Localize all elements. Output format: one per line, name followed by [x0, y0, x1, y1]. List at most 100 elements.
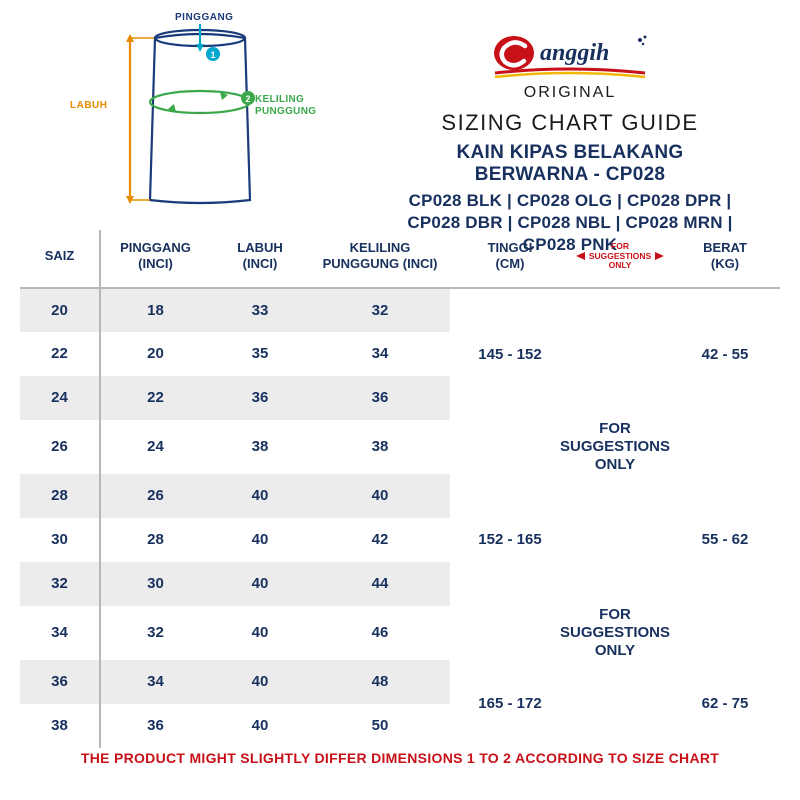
col-berat-l1: BERAT	[703, 240, 747, 255]
sugg-l2: SUGGESTIONS	[560, 624, 670, 641]
cell-spacer	[570, 474, 670, 606]
cell-labuh: 40	[210, 562, 310, 606]
cell-labuh: 40	[210, 518, 310, 562]
cell-labuh: 38	[210, 420, 310, 474]
cell-labuh: 33	[210, 288, 310, 332]
cell-labuh: 35	[210, 332, 310, 376]
col-tinggi-l1: TINGGI	[488, 240, 533, 255]
cell-pinggang: 28	[100, 518, 210, 562]
cell-pinggang: 34	[100, 660, 210, 704]
col-saiz: SAIZ	[20, 230, 100, 288]
cell-pinggang: 36	[100, 704, 210, 748]
heading-sizing-chart: SIZING CHART GUIDE	[400, 110, 740, 136]
arrow-right-icon	[655, 252, 664, 260]
sugg-l3: ONLY	[609, 260, 632, 270]
suggestions-badge-text: FOR SUGGESTIONS ONLY	[589, 242, 651, 270]
cell-spacer	[570, 288, 670, 420]
sugg-l1: FOR	[599, 420, 631, 437]
cell-pinggang: 26	[100, 474, 210, 518]
cell-saiz: 26	[20, 420, 100, 474]
diagram-label-keliling-l1: KELILING	[255, 94, 304, 105]
disclaimer-text: THE PRODUCT MIGHT SLIGHTLY DIFFER DIMENS…	[0, 750, 800, 766]
col-berat-l2: (KG)	[711, 256, 739, 271]
cell-suggestion-divider: FOR SUGGESTIONS ONLY	[450, 606, 780, 660]
table-header-row: SAIZ PINGGANG (INCI) LABUH (INCI) KELILI…	[20, 230, 780, 288]
col-tinggi: TINGGI (CM)	[450, 230, 570, 288]
col-keliling: KELILING PUNGGUNG (INCI)	[310, 230, 450, 288]
cell-berat-group: 55 - 62	[670, 474, 780, 606]
cell-labuh: 40	[210, 606, 310, 660]
cell-tinggi-group: 165 - 172	[450, 660, 570, 748]
cell-keliling: 42	[310, 518, 450, 562]
cell-saiz: 22	[20, 332, 100, 376]
cell-saiz: 32	[20, 562, 100, 606]
diagram-label-labuh: LABUH	[70, 100, 108, 111]
cell-pinggang: 24	[100, 420, 210, 474]
col-labuh-l1: LABUH	[237, 240, 283, 255]
col-keliling-l1: KELILING	[350, 240, 411, 255]
cell-keliling: 46	[310, 606, 450, 660]
heading-product-name: KAIN KIPAS BELAKANG BERWARNA - CP028	[400, 142, 740, 186]
table-row: 28 26 40 40 152 - 165 55 - 62	[20, 474, 780, 518]
cell-pinggang: 30	[100, 562, 210, 606]
cell-keliling: 40	[310, 474, 450, 518]
cell-spacer	[570, 660, 670, 748]
cell-saiz: 30	[20, 518, 100, 562]
cell-saiz: 38	[20, 704, 100, 748]
col-suggestions-badge: FOR SUGGESTIONS ONLY	[570, 230, 670, 288]
diagram-label-pinggang: PINGGANG	[175, 12, 233, 23]
cell-labuh: 40	[210, 704, 310, 748]
measurement-diagram: PINGGANG LABUH KELILING PUNGGUNG 1 2	[100, 10, 360, 210]
cell-keliling: 34	[310, 332, 450, 376]
cell-berat-group: 62 - 75	[670, 660, 780, 748]
brand-logo: anggih	[490, 30, 650, 82]
sugg-l2: SUGGESTIONS	[560, 438, 670, 455]
col-berat: BERAT (KG)	[670, 230, 780, 288]
cell-keliling: 44	[310, 562, 450, 606]
table-row: 26 24 38 38 FOR SUGGESTIONS ONLY	[20, 420, 780, 474]
cell-pinggang: 18	[100, 288, 210, 332]
table-row: 20 18 33 32 145 - 152 42 - 55	[20, 288, 780, 332]
diagram-label-keliling: KELILING PUNGGUNG	[255, 94, 316, 118]
cell-keliling: 50	[310, 704, 450, 748]
col-pinggang-l1: PINGGANG	[120, 240, 191, 255]
sizing-table-wrap: SAIZ PINGGANG (INCI) LABUH (INCI) KELILI…	[20, 230, 780, 748]
col-pinggang: PINGGANG (INCI)	[100, 230, 210, 288]
cell-tinggi-group: 152 - 165	[450, 474, 570, 606]
cell-saiz: 24	[20, 376, 100, 420]
arrow-left-icon	[576, 252, 585, 260]
cell-tinggi-group: 145 - 152	[450, 288, 570, 420]
svg-text:2: 2	[245, 94, 250, 104]
sizing-table: SAIZ PINGGANG (INCI) LABUH (INCI) KELILI…	[20, 230, 780, 748]
cell-labuh: 36	[210, 376, 310, 420]
cell-keliling: 48	[310, 660, 450, 704]
header-block: anggih ORIGINAL SIZING CHART GUIDE KAIN …	[400, 30, 740, 256]
col-pinggang-l2: (INCI)	[138, 256, 173, 271]
cell-berat-group: 42 - 55	[670, 288, 780, 420]
cell-pinggang: 22	[100, 376, 210, 420]
logo-original-text: ORIGINAL	[400, 84, 740, 102]
cell-saiz: 20	[20, 288, 100, 332]
svg-text:1: 1	[210, 50, 215, 60]
cell-pinggang: 20	[100, 332, 210, 376]
cell-suggestion-divider: FOR SUGGESTIONS ONLY	[450, 420, 780, 474]
cell-saiz: 28	[20, 474, 100, 518]
col-keliling-l2: PUNGGUNG (INCI)	[323, 256, 438, 271]
cell-keliling: 32	[310, 288, 450, 332]
cell-keliling: 36	[310, 376, 450, 420]
cell-labuh: 40	[210, 474, 310, 518]
table-row: 36 34 40 48 165 - 172 62 - 75	[20, 660, 780, 704]
svg-text:anggih: anggih	[540, 40, 609, 66]
sugg-l3: ONLY	[595, 456, 635, 473]
sugg-l3: ONLY	[595, 642, 635, 659]
col-labuh: LABUH (INCI)	[210, 230, 310, 288]
skirt-diagram-svg: 1 2	[100, 10, 360, 210]
col-labuh-l2: (INCI)	[243, 256, 278, 271]
col-tinggi-l2: (CM)	[496, 256, 525, 271]
table-row: 34 32 40 46 FOR SUGGESTIONS ONLY	[20, 606, 780, 660]
cell-labuh: 40	[210, 660, 310, 704]
cell-saiz: 36	[20, 660, 100, 704]
cell-pinggang: 32	[100, 606, 210, 660]
diagram-label-keliling-l2: PUNGGUNG	[255, 106, 316, 117]
sugg-l1: FOR	[599, 606, 631, 623]
